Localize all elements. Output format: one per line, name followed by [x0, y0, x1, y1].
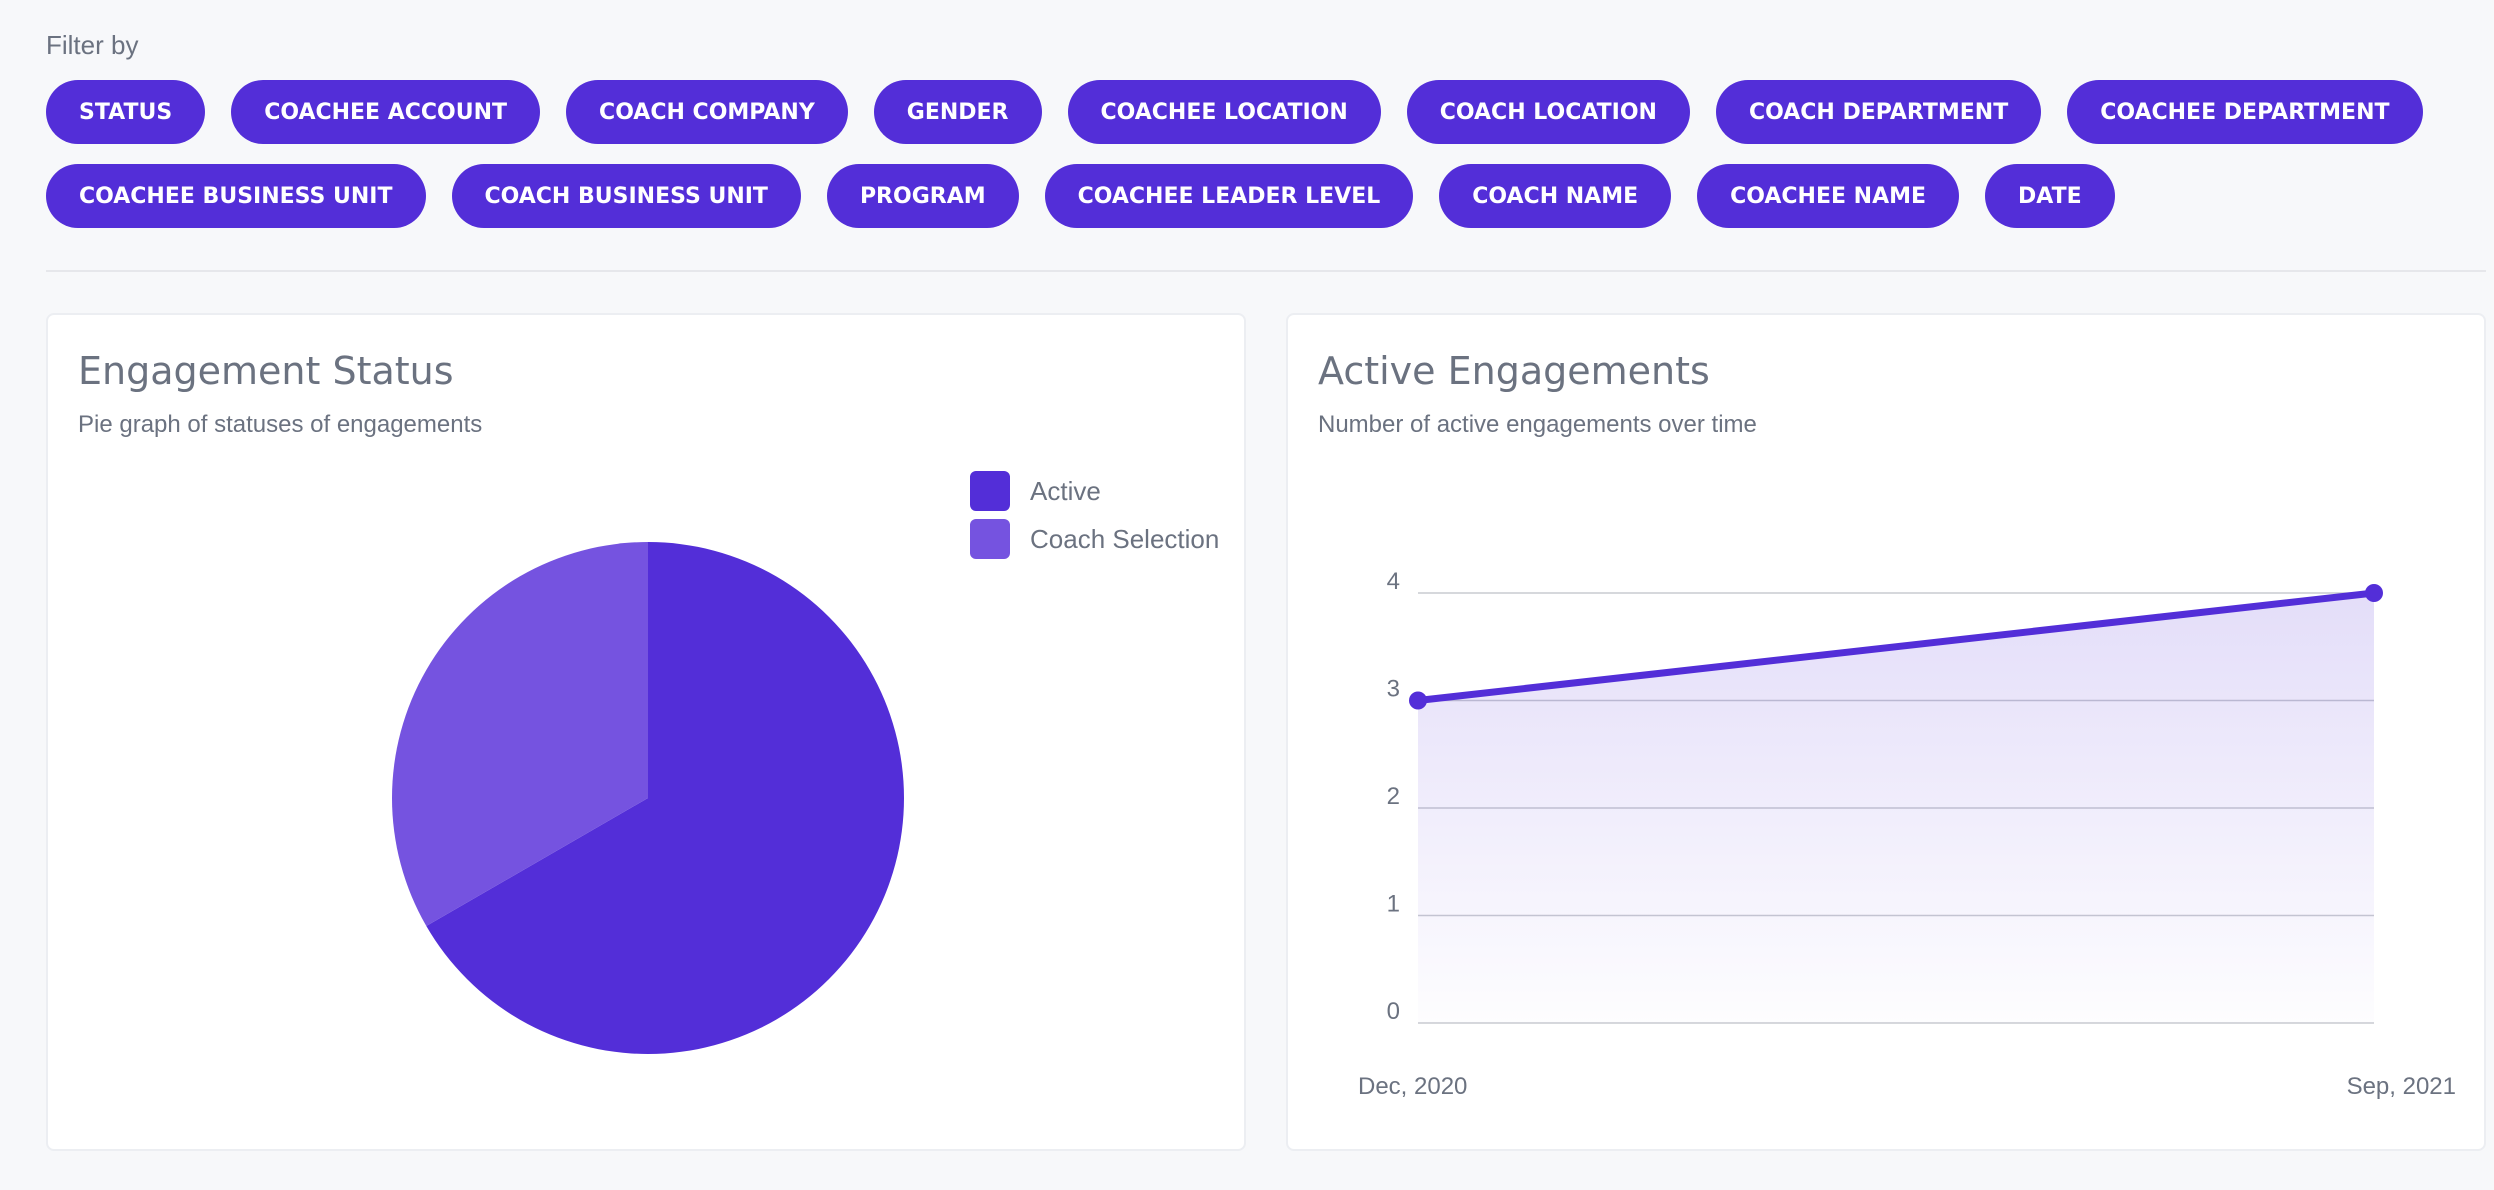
filter-chip-coach-department[interactable]: COACH DEPARTMENT — [1715, 80, 2042, 144]
legend-item-coach-selection[interactable]: Coach Selection — [970, 519, 1219, 559]
filter-chip-coachee-leader-level[interactable]: COACHEE LEADER LEVEL — [1044, 164, 1414, 228]
card-subtitle: Number of active engagements over time — [1318, 411, 1757, 438]
filter-chip-coachee-business-unit[interactable]: COACHEE BUSINESS UNIT — [46, 164, 426, 228]
filter-label: Filter by — [46, 30, 139, 60]
y-tick-label: 0 — [1387, 998, 1400, 1025]
legend-swatch — [970, 471, 1010, 511]
y-tick-label: 2 — [1387, 783, 1400, 810]
filter-chip-coach-company[interactable]: COACH COMPANY — [566, 80, 848, 144]
x-tick-label: Sep, 2021 — [2347, 1073, 2456, 1100]
filter-chip-coachee-location[interactable]: COACHEE LOCATION — [1067, 80, 1381, 144]
divider — [46, 270, 2486, 272]
card-title: Active Engagements — [1318, 349, 1710, 393]
card-title: Engagement Status — [78, 349, 454, 393]
pie-slice-active[interactable] — [426, 542, 904, 1054]
filter-chip-row: STATUS COACHEE ACCOUNT COACH COMPANY GEN… — [46, 80, 2423, 144]
filter-chip-coach-location[interactable]: COACH LOCATION — [1406, 80, 1690, 144]
x-tick-label: Dec, 2020 — [1358, 1073, 1467, 1100]
pie-slice-coach-selection[interactable] — [392, 542, 648, 926]
data-point[interactable] — [2365, 584, 2383, 602]
pie-legend: Active Coach Selection — [970, 471, 1219, 567]
data-point[interactable] — [1409, 691, 1427, 710]
filter-chip-row: COACHEE BUSINESS UNIT COACH BUSINESS UNI… — [46, 164, 2115, 228]
legend-swatch — [970, 519, 1010, 559]
legend-item-active[interactable]: Active — [970, 471, 1219, 511]
engagement-status-card: Engagement Status Pie graph of statuses … — [46, 313, 1246, 1151]
y-tick-label: 1 — [1387, 891, 1400, 918]
series-line — [1414, 589, 2378, 704]
pie-chart — [392, 542, 904, 1054]
filter-chip-coach-name[interactable]: COACH NAME — [1439, 164, 1672, 228]
legend-label: Coach Selection — [1030, 523, 1220, 554]
filter-chip-coachee-department[interactable]: COACHEE DEPARTMENT — [2067, 80, 2423, 144]
filter-chip-coachee-name[interactable]: COACHEE NAME — [1697, 164, 1960, 228]
legend-label: Active — [1030, 475, 1101, 506]
filter-chip-gender[interactable]: GENDER — [873, 80, 1042, 144]
filter-chip-date[interactable]: DATE — [1985, 164, 2115, 228]
filter-chip-coach-business-unit[interactable]: COACH BUSINESS UNIT — [451, 164, 801, 228]
y-tick-label: 3 — [1387, 676, 1400, 703]
area-chart: 0 1 2 3 4 Dec, 2020 Sep, 2021 — [1358, 568, 2456, 1100]
area-fill — [1418, 593, 2374, 1023]
active-engagements-card: Active Engagements Number of active enga… — [1286, 313, 2486, 1151]
card-subtitle: Pie graph of statuses of engagements — [78, 411, 483, 438]
filter-chip-status[interactable]: STATUS — [46, 80, 206, 144]
filter-chip-program[interactable]: PROGRAM — [826, 164, 1019, 228]
y-tick-label: 4 — [1387, 568, 1400, 595]
filter-chip-coachee-account[interactable]: COACHEE ACCOUNT — [231, 80, 541, 144]
